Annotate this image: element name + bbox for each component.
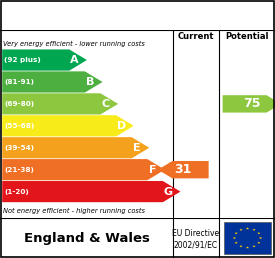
- Text: EU Directive: EU Directive: [172, 229, 219, 238]
- Polygon shape: [239, 245, 243, 247]
- Polygon shape: [2, 93, 118, 115]
- Polygon shape: [235, 241, 238, 244]
- Polygon shape: [235, 232, 238, 234]
- Polygon shape: [259, 237, 262, 239]
- Text: Potential: Potential: [225, 32, 269, 41]
- FancyBboxPatch shape: [224, 222, 271, 254]
- Text: 2002/91/EC: 2002/91/EC: [174, 241, 218, 250]
- Text: B: B: [86, 77, 94, 87]
- Polygon shape: [246, 246, 249, 249]
- Text: (1-20): (1-20): [4, 189, 29, 195]
- Polygon shape: [257, 232, 260, 234]
- Polygon shape: [2, 71, 103, 93]
- Text: (81-91): (81-91): [4, 79, 34, 85]
- Text: F: F: [149, 165, 156, 175]
- Text: 75: 75: [243, 97, 261, 110]
- Text: Current: Current: [178, 32, 214, 41]
- Polygon shape: [252, 245, 256, 247]
- Polygon shape: [233, 237, 236, 239]
- Polygon shape: [246, 227, 249, 230]
- Polygon shape: [2, 159, 165, 180]
- Text: (39-54): (39-54): [4, 145, 34, 151]
- Polygon shape: [252, 228, 256, 231]
- Polygon shape: [2, 137, 149, 158]
- Polygon shape: [257, 241, 260, 244]
- Polygon shape: [223, 95, 275, 112]
- Text: C: C: [102, 99, 110, 109]
- Text: G: G: [164, 187, 173, 197]
- Text: (69-80): (69-80): [4, 101, 34, 107]
- Text: E: E: [133, 143, 141, 153]
- Text: 31: 31: [175, 163, 192, 176]
- Text: Energy Efficiency Rating: Energy Efficiency Rating: [8, 8, 199, 22]
- Text: England & Wales: England & Wales: [24, 231, 150, 245]
- Polygon shape: [2, 115, 134, 136]
- Text: A: A: [70, 55, 79, 65]
- Polygon shape: [2, 181, 180, 202]
- Text: (55-68): (55-68): [4, 123, 34, 129]
- Text: Not energy efficient - higher running costs: Not energy efficient - higher running co…: [3, 207, 145, 214]
- Text: (92 plus): (92 plus): [4, 57, 41, 63]
- Polygon shape: [2, 50, 87, 71]
- Text: Very energy efficient - lower running costs: Very energy efficient - lower running co…: [3, 41, 145, 47]
- Text: (21-38): (21-38): [4, 167, 34, 173]
- Text: D: D: [117, 121, 126, 131]
- Polygon shape: [158, 161, 209, 178]
- Polygon shape: [239, 228, 243, 231]
